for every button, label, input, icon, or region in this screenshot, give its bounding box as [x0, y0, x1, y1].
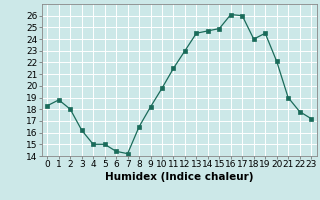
- X-axis label: Humidex (Indice chaleur): Humidex (Indice chaleur): [105, 172, 253, 182]
